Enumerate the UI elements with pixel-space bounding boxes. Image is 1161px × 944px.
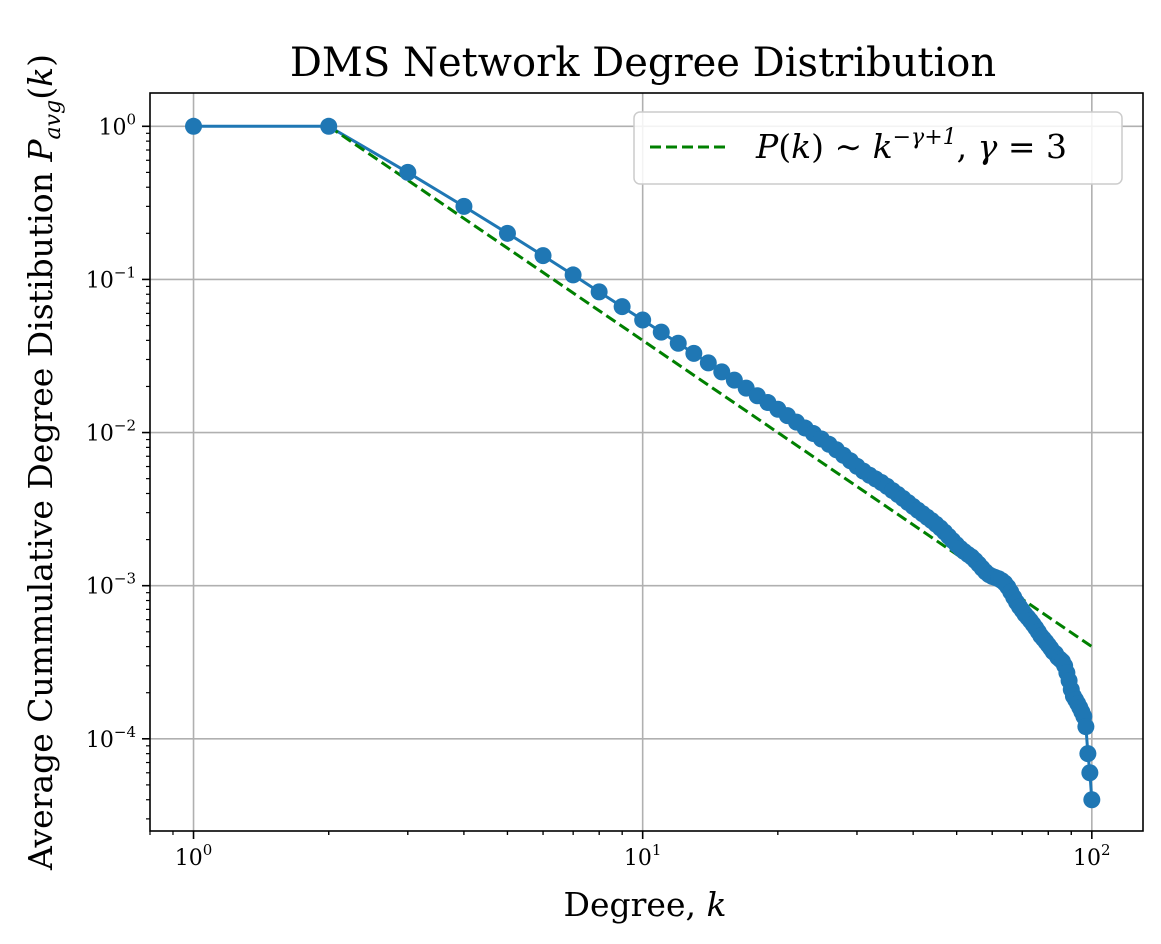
- plot-clip: [185, 117, 1101, 809]
- data-point: [320, 117, 338, 135]
- data-point: [455, 197, 473, 215]
- x-axis-label: Degree, k: [564, 885, 727, 924]
- y-axis-label-text: Average Cummulative Degree Distibution: [21, 162, 60, 871]
- x-tick-label: 101: [624, 841, 662, 871]
- y-tick-label: 100: [98, 110, 136, 140]
- legend-label-k2: k: [873, 127, 893, 166]
- y-tick-label: 10−1: [86, 263, 136, 293]
- data-point: [613, 298, 631, 316]
- data-point: [1083, 791, 1101, 809]
- data-point: [1077, 718, 1095, 736]
- y-tick-label: 10−3: [86, 570, 136, 600]
- y-axis-label-arg-close: ): [21, 54, 60, 67]
- y-tick-label: 10−2: [86, 417, 136, 447]
- data-point: [652, 323, 670, 341]
- y-axis-label-arg-var: k: [21, 67, 60, 87]
- chart-title: DMS Network Degree Distribution: [290, 40, 996, 86]
- y-axis-label-arg: (: [21, 87, 60, 100]
- legend-label-fit: P(k) ∼ k−γ+1, γ = 3: [755, 125, 1067, 166]
- data-point: [564, 266, 582, 284]
- data-point: [185, 117, 203, 135]
- axis-ticks: 100 101 102 100 10−1 10−2 10−3 10−4: [86, 110, 1111, 871]
- grid: [150, 93, 1143, 831]
- data-point: [399, 163, 417, 181]
- legend-label-pk: (: [778, 127, 791, 166]
- legend-label-p: P: [755, 127, 779, 166]
- legend-label-sim: ) ∼: [811, 127, 873, 166]
- legend-label-comma: ,: [957, 127, 978, 166]
- y-axis-label-var: P: [21, 139, 60, 163]
- legend-label-k: k: [791, 127, 811, 166]
- legend: P(k) ∼ k−γ+1, γ = 3: [633, 111, 1123, 185]
- legend-label-exp: −γ+1: [893, 125, 957, 150]
- x-axis-label-text: Degree,: [564, 885, 707, 924]
- data-point: [534, 247, 552, 265]
- y-tick-label: 10−4: [86, 723, 136, 753]
- data-point: [590, 283, 608, 301]
- x-tick-label: 102: [1073, 841, 1111, 871]
- plot-area: [185, 117, 1101, 809]
- data-point: [699, 354, 717, 372]
- data-point: [1081, 764, 1099, 782]
- data-point: [713, 363, 731, 381]
- y-axis-label: Average Cummulative Degree Distibution P…: [21, 54, 66, 871]
- data-point: [1079, 745, 1097, 763]
- y-axis-label-sub: avg: [41, 100, 66, 140]
- legend-label-eq: = 3: [997, 127, 1067, 166]
- data-point: [634, 311, 652, 329]
- legend-box: [633, 111, 1123, 185]
- x-axis-label-var: k: [706, 885, 726, 924]
- data-point: [669, 334, 687, 352]
- x-tick-label: 100: [175, 841, 213, 871]
- axes-frame: [149, 92, 1144, 832]
- data-point: [498, 224, 516, 242]
- legend-label-gamma: γ: [978, 127, 998, 166]
- data-point: [685, 344, 703, 362]
